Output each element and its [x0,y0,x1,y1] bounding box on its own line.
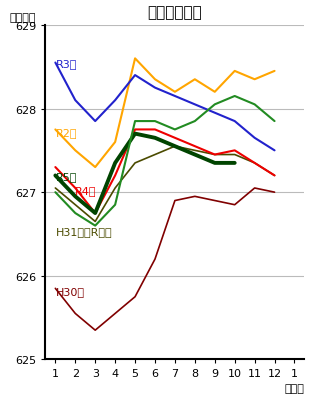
Text: H30年: H30年 [56,286,85,296]
Text: （万人）: （万人） [9,13,36,23]
Text: R4年: R4年 [75,185,97,195]
Text: R2年: R2年 [56,128,78,138]
Text: H31年・R元年: H31年・R元年 [56,227,113,237]
Text: R3年: R3年 [56,58,78,68]
Text: R5年: R5年 [56,172,78,182]
Title: 月別人口推移: 月別人口推移 [148,6,202,21]
Text: （月）: （月） [285,383,304,393]
